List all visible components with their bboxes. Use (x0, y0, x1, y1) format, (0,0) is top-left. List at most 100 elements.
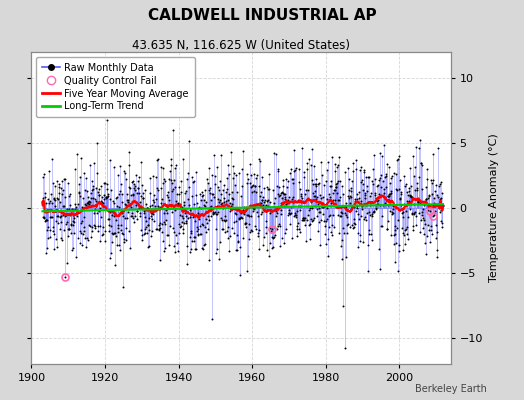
Point (356, 232, 364, 239)
Point (230, 219, 238, 225)
Point (364, 242, 373, 248)
Point (153, 157, 161, 164)
Point (246, 161, 254, 168)
Point (146, 190, 155, 196)
Point (138, 190, 147, 197)
Point (274, 191, 282, 198)
Point (415, 144, 423, 151)
Point (95, 204, 104, 211)
Point (422, 196, 431, 202)
Point (51, 196, 59, 203)
Point (80, 224, 89, 230)
Point (400, 232, 408, 238)
Point (196, 191, 204, 197)
Point (163, 210, 171, 216)
Point (50, 246, 58, 252)
Point (431, 201, 439, 208)
Point (63, 180, 72, 186)
Point (63, 219, 71, 225)
Point (315, 205, 324, 212)
Point (279, 177, 287, 184)
Point (425, 193, 433, 199)
Point (176, 201, 184, 208)
Point (280, 191, 289, 197)
Point (215, 199, 223, 205)
Point (50, 231, 58, 237)
Point (80, 170, 88, 176)
Point (273, 210, 281, 216)
Point (256, 200, 265, 206)
Point (226, 149, 235, 155)
Point (412, 144, 420, 150)
Point (124, 209, 132, 216)
Point (174, 201, 182, 208)
Point (224, 224, 232, 231)
Point (390, 170, 398, 176)
Point (291, 212, 299, 218)
Point (360, 169, 368, 176)
Point (315, 208, 324, 215)
Point (399, 209, 407, 215)
Point (118, 191, 126, 197)
Point (282, 201, 291, 207)
Point (419, 225, 428, 232)
Point (429, 202, 438, 208)
Point (350, 216, 358, 222)
Point (250, 183, 259, 189)
Point (91, 206, 100, 212)
Point (139, 194, 147, 201)
Point (245, 221, 254, 228)
Point (121, 201, 129, 208)
Point (170, 248, 179, 255)
Point (156, 204, 165, 210)
Point (158, 221, 166, 227)
Point (262, 202, 270, 208)
Point (120, 238, 128, 245)
Point (321, 231, 329, 237)
Point (417, 160, 425, 166)
Point (126, 202, 134, 209)
Point (300, 169, 308, 175)
Point (392, 185, 400, 192)
Point (287, 210, 295, 216)
Point (246, 180, 255, 186)
Point (151, 207, 160, 214)
Point (62, 212, 71, 218)
Point (357, 213, 366, 220)
Point (222, 188, 231, 195)
Point (385, 164, 394, 170)
Point (401, 181, 410, 188)
Point (312, 181, 320, 187)
Point (243, 212, 251, 218)
Point (194, 210, 202, 217)
Point (211, 180, 219, 187)
Point (208, 191, 216, 198)
Point (115, 191, 124, 197)
Point (376, 266, 384, 272)
Point (94, 223, 102, 230)
Point (166, 222, 174, 229)
Point (264, 203, 272, 209)
Point (152, 174, 161, 180)
Point (221, 218, 229, 224)
Point (80, 213, 89, 220)
Point (412, 187, 421, 193)
Point (287, 195, 296, 202)
Point (255, 227, 263, 233)
Point (117, 181, 125, 187)
Point (410, 200, 419, 207)
Point (223, 196, 232, 203)
Point (360, 216, 368, 222)
Point (347, 184, 356, 191)
Point (125, 149, 134, 156)
Point (269, 187, 277, 194)
Point (89, 195, 97, 202)
Point (102, 194, 110, 200)
Point (122, 176, 130, 182)
Point (239, 148, 247, 155)
Point (196, 196, 205, 203)
Point (333, 164, 341, 170)
Point (383, 161, 391, 167)
Point (238, 182, 246, 189)
Point (227, 203, 235, 210)
